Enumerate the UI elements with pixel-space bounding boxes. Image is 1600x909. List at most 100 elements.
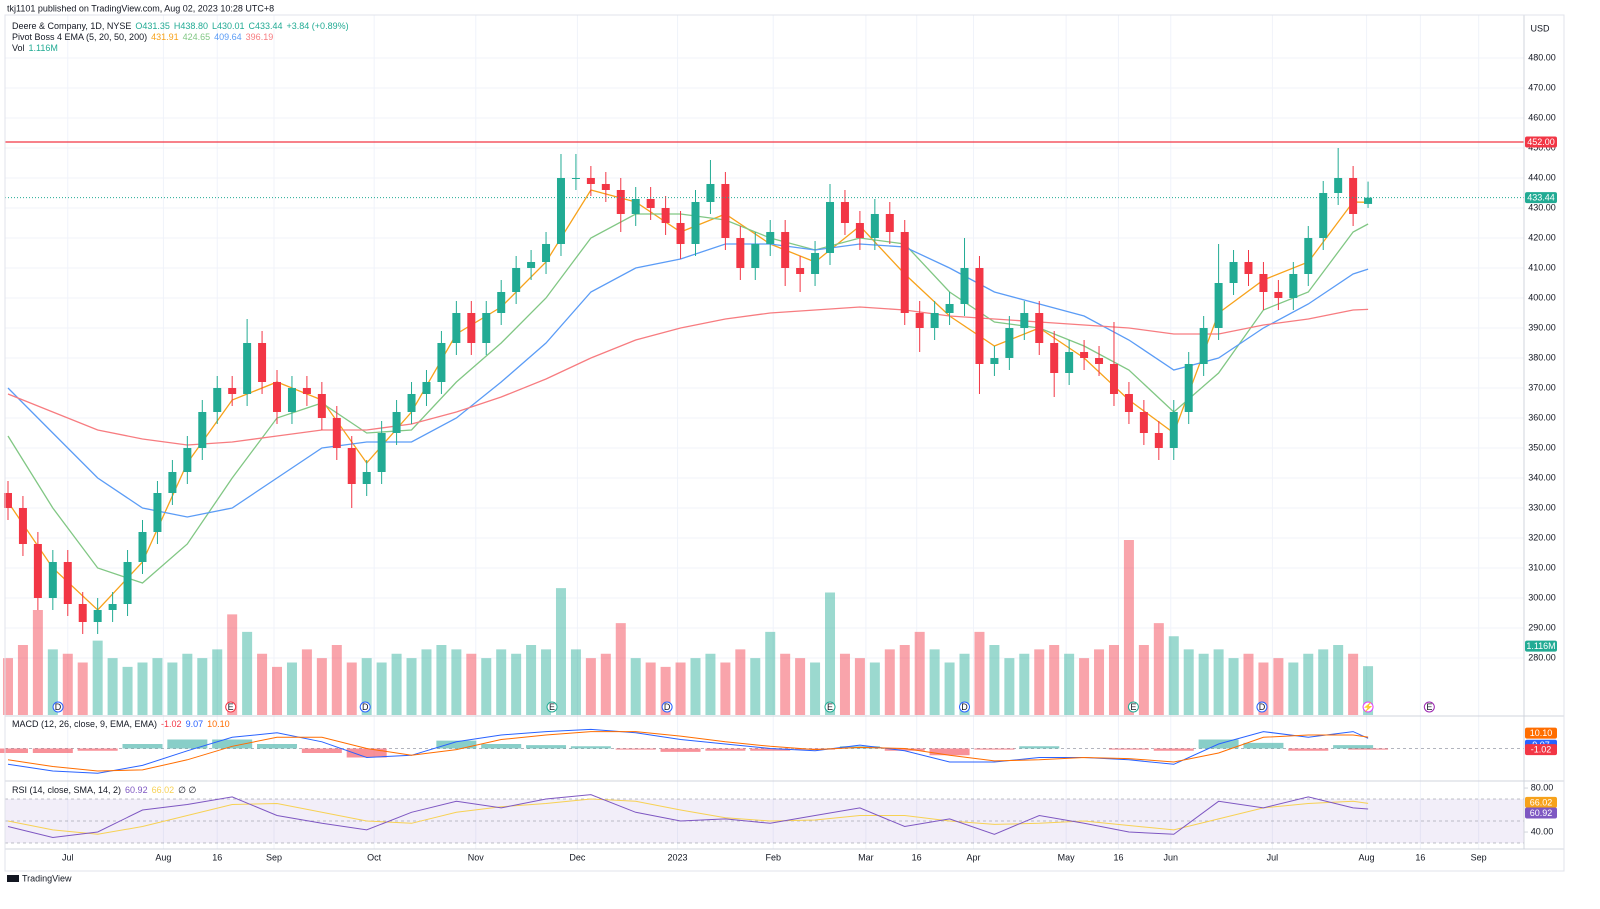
macd-signal-tag: 10.10: [1530, 728, 1553, 738]
rsi-tag: 60.92: [1530, 808, 1553, 818]
volume-bar: [376, 662, 387, 715]
volume-bar: [2, 658, 13, 715]
macd-hist-bar: [570, 746, 611, 749]
x-tick-label: Jul: [62, 852, 74, 862]
ohlc: L430.01: [212, 21, 245, 31]
y-tick-label: 380.00: [1528, 352, 1556, 362]
volume-bar: [316, 658, 327, 715]
candle-body: [452, 312, 461, 343]
volume-bar: [541, 649, 552, 715]
ema-line: [7, 306, 1369, 446]
event-label: D: [362, 702, 369, 712]
volume-bar: [107, 658, 118, 715]
volume-bar: [1138, 645, 1149, 715]
volume-bar: [1258, 662, 1269, 715]
volume-bar: [511, 653, 522, 715]
ema-value: 431.91: [151, 32, 179, 42]
x-tick-label: Mar: [858, 852, 874, 862]
candle-body: [1154, 432, 1163, 448]
candle-body: [183, 447, 192, 472]
event-icon: [959, 701, 971, 713]
volume-bar: [884, 649, 895, 715]
candle-body: [1259, 273, 1268, 292]
candle-body: [542, 243, 551, 262]
macd-hist-bar: [301, 748, 342, 753]
rsi-sma-value: 66.02: [152, 785, 175, 795]
y-tick-label: 300.00: [1528, 592, 1556, 602]
ohlc: C433.44: [249, 21, 283, 31]
candle-body: [885, 213, 894, 232]
volume-bar: [17, 645, 28, 715]
symbol: Deere & Company, 1D, NYSE: [12, 21, 131, 31]
event-icon: [1423, 701, 1435, 713]
last-price-label: 433.44: [1527, 193, 1555, 203]
ema-line: [7, 189, 1369, 611]
x-tick-label: Sep: [266, 852, 282, 862]
candle-body: [676, 222, 685, 244]
volume-line: Vol 1.116M: [12, 43, 58, 53]
rsi-value: 60.92: [125, 785, 148, 795]
macd-value: 9.07: [186, 719, 204, 729]
volume-bar: [974, 631, 985, 715]
macd-hist-bar: [615, 748, 656, 750]
x-tick-label: Nov: [468, 852, 485, 862]
macd-hist-bar: [167, 739, 208, 749]
volume-bar: [720, 662, 731, 715]
volume-bar: [1019, 653, 1030, 715]
candle-body: [243, 342, 252, 394]
volume-bar: [496, 649, 507, 715]
candle-body: [661, 207, 670, 223]
candle-body: [123, 561, 132, 604]
volume-bar: [197, 658, 208, 715]
volume-bar: [615, 623, 626, 715]
volume-bar: [167, 662, 178, 715]
candle-body: [601, 183, 610, 190]
volume-bar: [630, 658, 641, 715]
volume-bar: [929, 649, 940, 715]
volume-bar: [242, 631, 253, 715]
x-tick-label: Dec: [569, 852, 586, 862]
candle-body: [33, 543, 42, 598]
volume-bar: [600, 653, 611, 715]
volume-bar: [481, 658, 492, 715]
candle-body: [900, 231, 909, 313]
event-label: D: [961, 702, 968, 712]
x-tick-label: 16: [1113, 852, 1123, 862]
volume-bar: [660, 666, 671, 715]
macd-hist-bar: [705, 748, 746, 751]
candle-body: [721, 183, 730, 238]
macd-value: 10.10: [207, 719, 230, 729]
volume-bar: [825, 592, 836, 715]
macd-hist-bar: [481, 744, 522, 749]
volume-bar: [1333, 645, 1344, 715]
candle-body: [108, 603, 117, 610]
volume-bar: [1034, 649, 1045, 715]
volume-bar: [1288, 662, 1299, 715]
volume-bar: [346, 662, 357, 715]
x-tick-label: 16: [212, 852, 222, 862]
candle-body: [945, 303, 954, 313]
volume-bar: [1348, 653, 1359, 715]
currency: USD: [1530, 23, 1550, 33]
y-tick-label: 470.00: [1528, 82, 1556, 92]
volume-bar: [959, 653, 970, 715]
candle-body: [48, 561, 57, 598]
volume-bar: [675, 662, 686, 715]
candle-body: [497, 291, 506, 313]
volume-bar: [914, 631, 925, 715]
volume-bar: [466, 653, 477, 715]
candle-body: [1065, 351, 1074, 373]
volume-bar: [570, 649, 581, 715]
candle-body: [556, 177, 565, 244]
volume-bar: [421, 649, 432, 715]
ema-line: [7, 213, 1369, 584]
volume-bar: [555, 588, 566, 715]
candle-body: [1095, 357, 1104, 364]
candle-body: [317, 393, 326, 418]
volume-bar: [705, 653, 716, 715]
y-tick-label: 400.00: [1528, 292, 1556, 302]
candle-body: [1035, 312, 1044, 343]
volume-bar: [1004, 658, 1015, 715]
y-tick-label: 460.00: [1528, 112, 1556, 122]
volume-bar: [182, 653, 193, 715]
